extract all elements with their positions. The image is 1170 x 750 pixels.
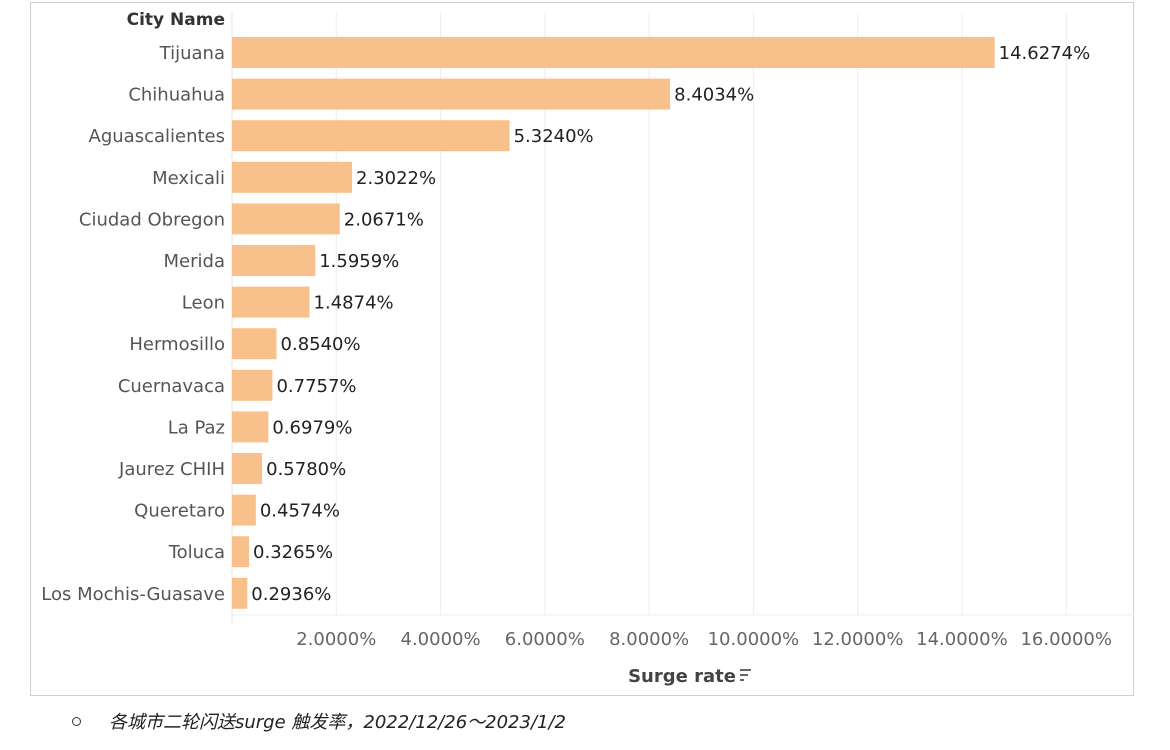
bar-chart: City Name Tijuana Chihuahua Aguascalientes… — [41, 10, 1134, 687]
data-label: 0.7757% — [276, 376, 356, 397]
bars — [232, 37, 995, 609]
row-header: City Name — [127, 10, 225, 30]
x-tick-label: 2.0000% — [296, 629, 376, 650]
x-tick-label: 8.0000% — [609, 629, 689, 650]
bar[interactable] — [232, 328, 277, 360]
bar[interactable] — [232, 203, 340, 235]
grid-lines — [231, 13, 1134, 623]
category-label: Chihuahua — [128, 85, 225, 106]
x-tick-label: 10.0000% — [708, 629, 800, 650]
bar[interactable] — [232, 286, 310, 318]
data-label: 1.4874% — [314, 293, 394, 314]
sort-descending-icon[interactable] — [740, 669, 751, 681]
category-label: Aguascalientes — [89, 126, 225, 147]
data-label: 2.0671% — [344, 209, 424, 230]
x-axis-title: Surge rate — [628, 666, 736, 687]
data-label: 0.2936% — [251, 584, 331, 605]
x-tick-label: 16.0000% — [1020, 629, 1112, 650]
bar[interactable] — [232, 161, 353, 193]
category-label: Los Mochis-Guasave — [41, 584, 225, 605]
category-label: Hermosillo — [129, 334, 225, 355]
category-labels: Tijuana Chihuahua Aguascalientes Mexicali Ci… — [41, 43, 225, 605]
category-label: Tijuana — [159, 43, 225, 64]
x-tick-label: 12.0000% — [812, 629, 904, 650]
bullet-icon — [72, 716, 81, 726]
category-label: Mexicali — [152, 168, 225, 189]
chart-frame: City Name Tijuana Chihuahua Aguascalientes… — [30, 2, 1134, 696]
x-tick-label: 6.0000% — [505, 629, 585, 650]
category-label: Leon — [182, 293, 225, 314]
category-label: La Paz — [168, 417, 225, 438]
x-tick-label: 4.0000% — [401, 629, 481, 650]
category-label: Jaurez CHIH — [118, 459, 225, 480]
data-label: 0.5780% — [266, 459, 346, 480]
bar[interactable] — [232, 453, 263, 484]
category-label: Toluca — [168, 542, 225, 563]
bar[interactable] — [232, 78, 671, 110]
bar[interactable] — [232, 494, 256, 526]
category-label: Merida — [164, 251, 225, 272]
caption-text: 各城市二轮闪送surge 触发率，2022/12/26～2023/1/2 — [109, 712, 566, 733]
category-label: Ciudad Obregon — [79, 209, 225, 230]
data-label: 0.6979% — [272, 417, 352, 438]
bar[interactable] — [232, 411, 269, 443]
bar[interactable] — [232, 37, 995, 68]
data-label: 5.3240% — [514, 126, 594, 147]
x-tick-label: 14.0000% — [916, 629, 1008, 650]
category-label: Cuernavaca — [118, 376, 225, 397]
data-labels: 14.6274% 8.4034% 5.3240% 2.3022% 2.0671% 1.59… — [251, 43, 1090, 605]
bar[interactable] — [232, 369, 273, 401]
bar[interactable] — [232, 577, 248, 609]
data-label: 0.8540% — [281, 334, 361, 355]
bar[interactable] — [232, 536, 250, 568]
data-label: 1.5959% — [319, 251, 399, 272]
data-label: 8.4034% — [674, 85, 754, 106]
data-label: 2.3022% — [356, 168, 436, 189]
data-label: 0.4574% — [260, 501, 340, 522]
x-axis-ticks: 2.0000% 4.0000% 6.0000% 8.0000% 10.0000% 12.0… — [296, 629, 1112, 650]
bar[interactable] — [232, 245, 316, 276]
category-label: Queretaro — [134, 501, 225, 522]
data-label: 14.6274% — [999, 43, 1091, 64]
data-label: 0.3265% — [253, 542, 333, 563]
figure-caption: 各城市二轮闪送surge 触发率，2022/12/26～2023/1/2 — [72, 706, 566, 736]
bar[interactable] — [232, 120, 510, 152]
